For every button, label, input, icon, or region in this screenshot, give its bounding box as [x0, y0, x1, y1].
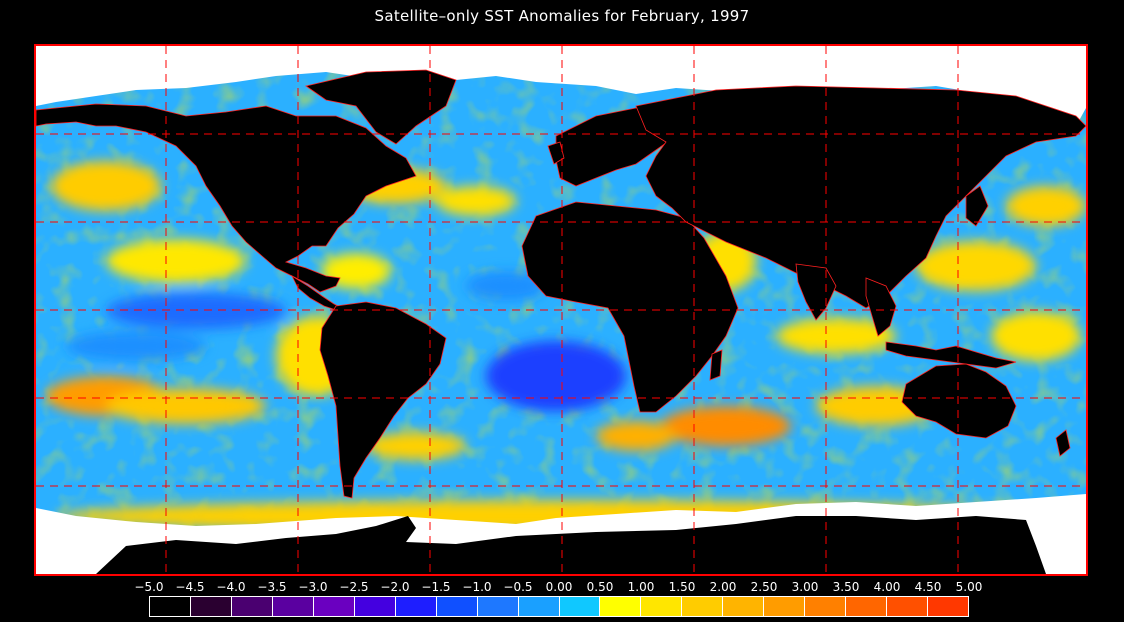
- legend-tick-label: 4.00: [873, 580, 901, 594]
- legend-tick-label: −4.5: [175, 580, 205, 594]
- legend-tick-label: 5.00: [955, 580, 983, 594]
- legend-swatch: [682, 597, 724, 616]
- legend-swatch: [928, 597, 969, 616]
- legend-tick-label: 1.50: [668, 580, 696, 594]
- graticule: [36, 46, 1086, 574]
- legend-swatch: [354, 597, 396, 616]
- legend-tick-label: −3.5: [257, 580, 287, 594]
- legend-tick-label: −0.5: [503, 580, 533, 594]
- legend-swatch: [190, 597, 232, 616]
- legend-swatch: [518, 597, 560, 616]
- legend-tick-label: −1.5: [421, 580, 451, 594]
- legend-swatch: [395, 597, 437, 616]
- legend-tick-label: 3.50: [832, 580, 860, 594]
- legend-tick-label: −3.0: [298, 580, 328, 594]
- legend-swatch: [805, 597, 847, 616]
- sst-anomaly-map: [34, 44, 1088, 576]
- legend-swatch: [272, 597, 314, 616]
- legend-tick-label: 1.00: [627, 580, 655, 594]
- legend-swatch: [764, 597, 806, 616]
- legend-swatch: [150, 597, 191, 616]
- legend-tick-label: −4.0: [216, 580, 246, 594]
- legend-tick-label: −2.5: [339, 580, 369, 594]
- legend-tick-label: 4.50: [914, 580, 942, 594]
- legend-tick-label: 2.00: [709, 580, 737, 594]
- continents: [36, 69, 1086, 499]
- legend-swatch: [887, 597, 929, 616]
- antarctica: [96, 516, 1046, 574]
- legend-swatch: [600, 597, 642, 616]
- legend-tick-label: 3.00: [791, 580, 819, 594]
- map-title: Satellite–only SST Anomalies for Februar…: [374, 7, 750, 25]
- legend-swatch: [559, 597, 601, 616]
- legend-swatch: [641, 597, 683, 616]
- legend-swatch: [313, 597, 355, 616]
- legend-tick-label: 0.00: [545, 580, 573, 594]
- legend-tick-label: 2.50: [750, 580, 778, 594]
- legend-swatch: [477, 597, 519, 616]
- legend-tick-label: −2.0: [380, 580, 410, 594]
- world-map-svg: [36, 46, 1086, 574]
- legend-tick-label: −5.0: [134, 580, 164, 594]
- color-scale-bar: [149, 596, 969, 617]
- legend-swatch: [723, 597, 765, 616]
- legend-tick-label: −1.0: [462, 580, 492, 594]
- legend-tick-label: 0.50: [586, 580, 614, 594]
- legend-swatch: [436, 597, 478, 616]
- legend-swatch: [231, 597, 273, 616]
- legend-swatch: [846, 597, 888, 616]
- legend-labels: −5.0 −4.5 −4.0 −3.5 −3.0 −2.5 −2.0 −1.5 −1.0 −0.5…: [130, 580, 990, 596]
